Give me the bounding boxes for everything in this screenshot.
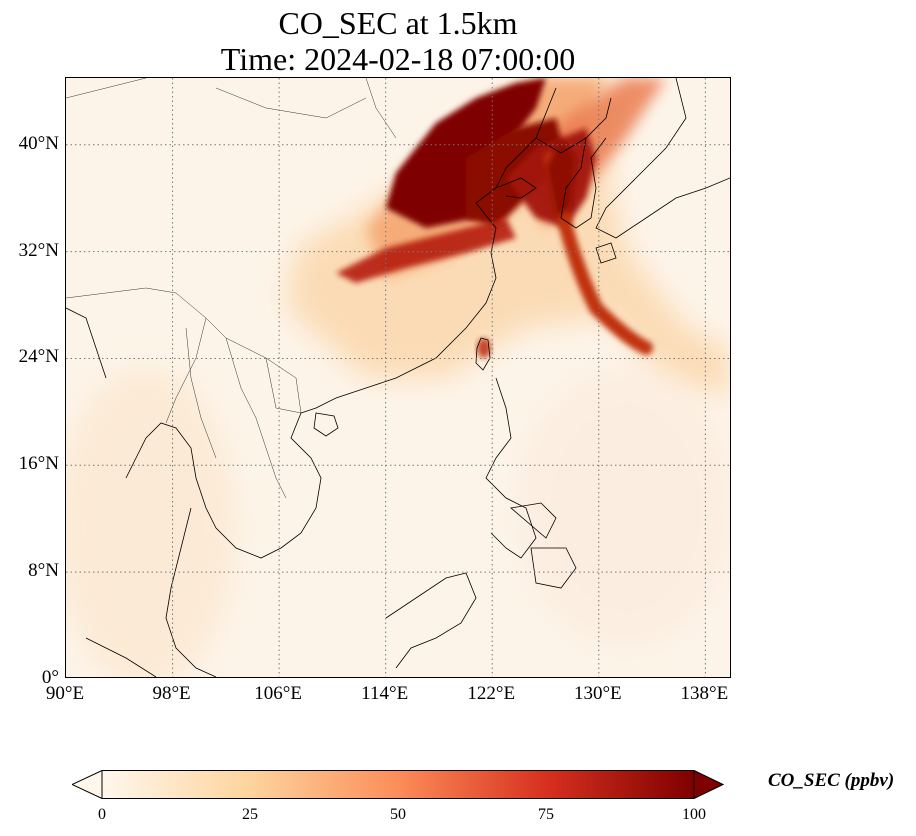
haze-south (66, 368, 236, 677)
map-title: CO_SEC at 1.5km (278, 5, 518, 41)
x-tick-label-6: 138°E (680, 683, 729, 704)
x-tick-label-0: 90°E (45, 683, 85, 704)
plume-korea-column (546, 138, 576, 218)
x-tick-label-1: 98°E (152, 683, 191, 704)
concentration-field (66, 78, 730, 677)
y-tick-label-5: 40°N (18, 132, 59, 154)
x-tick-label-5: 130°E (573, 683, 622, 704)
country-borders (66, 78, 397, 499)
plume-taiwan (477, 338, 491, 358)
colorbar-tick-label-0: 0 (98, 806, 106, 823)
colorbar (72, 770, 724, 799)
haze-southeast (516, 368, 730, 648)
y-tick-label-1: 8°N (28, 560, 59, 582)
y-tick-label-2: 16°N (18, 453, 59, 475)
y-tick-label-3: 24°N (18, 346, 59, 368)
plume-southwest-tongue (336, 218, 516, 283)
x-tick-label-3: 114°E (361, 683, 409, 704)
map-subtitle-time: Time: 2024-02-18 07:00:00 (220, 41, 576, 77)
map-panel[interactable] (65, 77, 731, 678)
colorbar-tick-label-4: 100 (682, 806, 706, 823)
colorbar-label: CO_SEC (ppbv) (768, 770, 895, 791)
coastlines (66, 78, 730, 677)
colorbar-gradient (101, 770, 695, 799)
colorbar-extend-min (72, 770, 103, 799)
colorbar-tick-label-1: 25 (242, 806, 258, 823)
map-canvas (66, 78, 730, 677)
y-tick-label-0: 0° (41, 667, 59, 688)
gridlines (66, 78, 730, 677)
x-tick-label-4: 122°E (467, 683, 516, 704)
colorbar-extend-max (693, 770, 724, 799)
colorbar-tick-label-2: 50 (390, 806, 406, 823)
plume-core (386, 78, 546, 228)
colorbar-tick-label-3: 75 (538, 806, 554, 823)
y-tick-label-4: 32°N (18, 239, 59, 261)
x-tick-label-2: 106°E (254, 683, 302, 704)
